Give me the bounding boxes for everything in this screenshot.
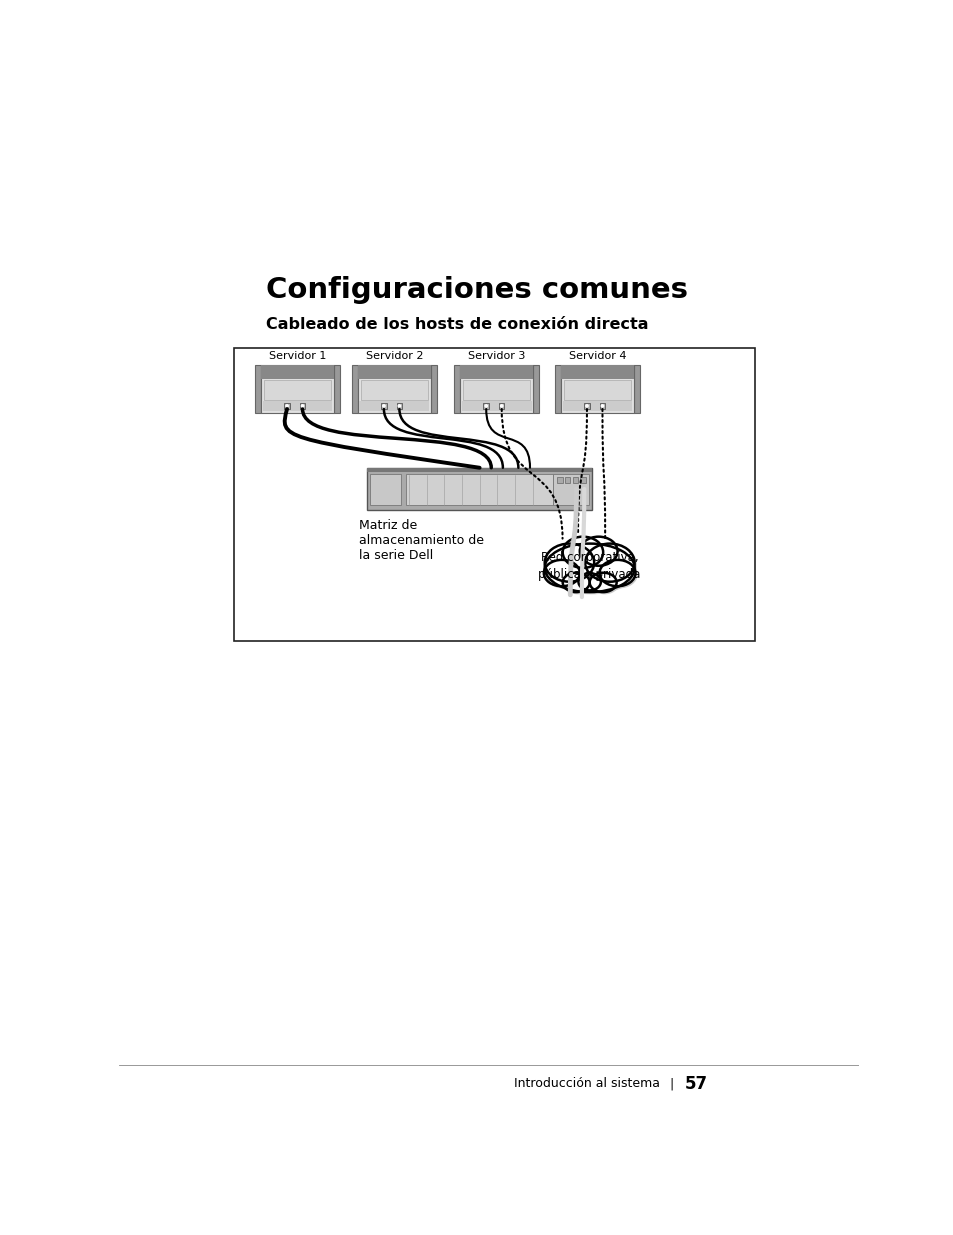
Bar [553, 474, 588, 505]
Bar [352, 366, 357, 412]
Ellipse shape [563, 538, 604, 569]
Bar [370, 474, 401, 505]
Text: Introducción al sistema: Introducción al sistema [514, 1077, 659, 1091]
Bar [533, 366, 538, 412]
Ellipse shape [584, 543, 634, 582]
Text: 57: 57 [684, 1074, 707, 1093]
Bar [572, 477, 578, 483]
Bar [599, 403, 604, 409]
Bar [459, 366, 533, 379]
Bar [262, 401, 332, 411]
Text: |: | [668, 1077, 673, 1091]
Bar [254, 366, 261, 412]
Ellipse shape [579, 537, 617, 566]
Bar [264, 380, 331, 400]
Circle shape [484, 405, 487, 408]
Ellipse shape [562, 537, 602, 568]
Ellipse shape [563, 574, 591, 594]
Bar [555, 366, 560, 412]
Bar [360, 380, 427, 400]
Ellipse shape [580, 538, 618, 567]
Bar [233, 348, 754, 641]
Ellipse shape [546, 545, 636, 594]
Circle shape [382, 405, 385, 408]
Bar [579, 477, 585, 483]
Text: Cableado de los hosts de conexión directa: Cableado de los hosts de conexión direct… [266, 317, 648, 332]
Bar [359, 401, 429, 411]
Ellipse shape [544, 543, 594, 582]
Text: Servidor 2: Servidor 2 [365, 352, 423, 362]
Bar [498, 403, 504, 409]
Circle shape [500, 405, 502, 408]
Bar [406, 474, 553, 505]
Bar [483, 403, 488, 409]
Bar [583, 403, 589, 409]
Ellipse shape [589, 573, 616, 592]
Bar [560, 366, 633, 379]
Bar [284, 403, 290, 409]
Bar [560, 366, 633, 412]
Bar [334, 366, 340, 412]
Bar [562, 401, 632, 411]
Bar [461, 401, 531, 411]
Ellipse shape [600, 562, 637, 588]
Bar [454, 366, 459, 412]
Ellipse shape [586, 545, 636, 583]
Bar [564, 477, 570, 483]
Text: Servidor 4: Servidor 4 [568, 352, 625, 362]
Text: Servidor 1: Servidor 1 [269, 352, 326, 362]
Text: Servidor 3: Servidor 3 [468, 352, 525, 362]
Ellipse shape [544, 543, 634, 592]
Ellipse shape [543, 559, 579, 587]
Bar [357, 366, 431, 412]
Circle shape [286, 405, 288, 408]
Circle shape [585, 405, 587, 408]
Text: Red corporativa,
pública o privada: Red corporativa, pública o privada [537, 551, 640, 580]
Bar [557, 477, 562, 483]
Bar [261, 366, 334, 412]
Bar [431, 366, 436, 412]
Text: Configuraciones comunes: Configuraciones comunes [266, 277, 688, 304]
Text: Matriz de
almacenamiento de
la serie Dell: Matriz de almacenamiento de la serie Del… [359, 520, 484, 562]
Circle shape [397, 405, 400, 408]
Bar [367, 468, 592, 472]
Bar [367, 468, 592, 510]
Bar [396, 403, 402, 409]
Ellipse shape [598, 559, 635, 587]
Ellipse shape [546, 545, 595, 583]
Ellipse shape [562, 573, 589, 592]
Ellipse shape [591, 574, 618, 594]
Ellipse shape [579, 574, 602, 592]
Ellipse shape [578, 573, 600, 590]
Bar [299, 403, 305, 409]
Bar [463, 380, 530, 400]
Circle shape [301, 405, 303, 408]
Circle shape [600, 405, 603, 408]
Ellipse shape [545, 562, 580, 588]
Bar [459, 366, 533, 412]
Bar [381, 403, 386, 409]
Bar [563, 380, 630, 400]
Bar [633, 366, 639, 412]
Bar [357, 366, 431, 379]
Bar [261, 366, 334, 379]
